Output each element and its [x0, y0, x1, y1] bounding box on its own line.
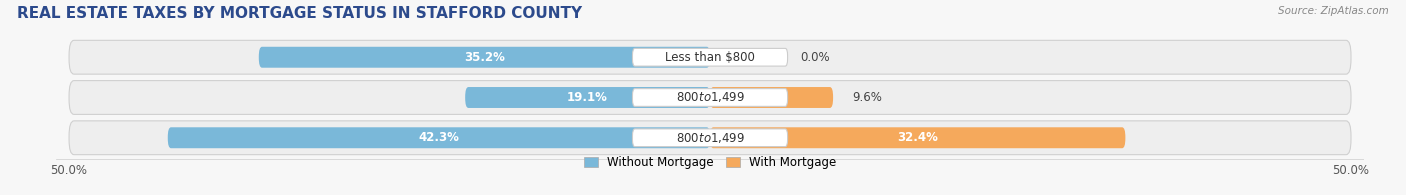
FancyBboxPatch shape — [465, 87, 710, 108]
FancyBboxPatch shape — [69, 121, 1351, 155]
Text: REAL ESTATE TAXES BY MORTGAGE STATUS IN STAFFORD COUNTY: REAL ESTATE TAXES BY MORTGAGE STATUS IN … — [17, 6, 582, 21]
Text: 32.4%: 32.4% — [897, 131, 938, 144]
FancyBboxPatch shape — [633, 89, 787, 106]
Text: 35.2%: 35.2% — [464, 51, 505, 64]
Legend: Without Mortgage, With Mortgage: Without Mortgage, With Mortgage — [583, 156, 837, 169]
Text: $800 to $1,499: $800 to $1,499 — [675, 90, 745, 105]
FancyBboxPatch shape — [259, 47, 710, 68]
Text: 42.3%: 42.3% — [419, 131, 460, 144]
FancyBboxPatch shape — [710, 127, 1125, 148]
Text: $800 to $1,499: $800 to $1,499 — [675, 131, 745, 145]
Text: 0.0%: 0.0% — [800, 51, 830, 64]
FancyBboxPatch shape — [69, 81, 1351, 114]
FancyBboxPatch shape — [710, 87, 834, 108]
FancyBboxPatch shape — [69, 40, 1351, 74]
FancyBboxPatch shape — [167, 127, 710, 148]
Text: Less than $800: Less than $800 — [665, 51, 755, 64]
FancyBboxPatch shape — [633, 129, 787, 147]
Text: 9.6%: 9.6% — [852, 91, 882, 104]
Text: Source: ZipAtlas.com: Source: ZipAtlas.com — [1278, 6, 1389, 16]
Text: 19.1%: 19.1% — [567, 91, 607, 104]
FancyBboxPatch shape — [633, 48, 787, 66]
